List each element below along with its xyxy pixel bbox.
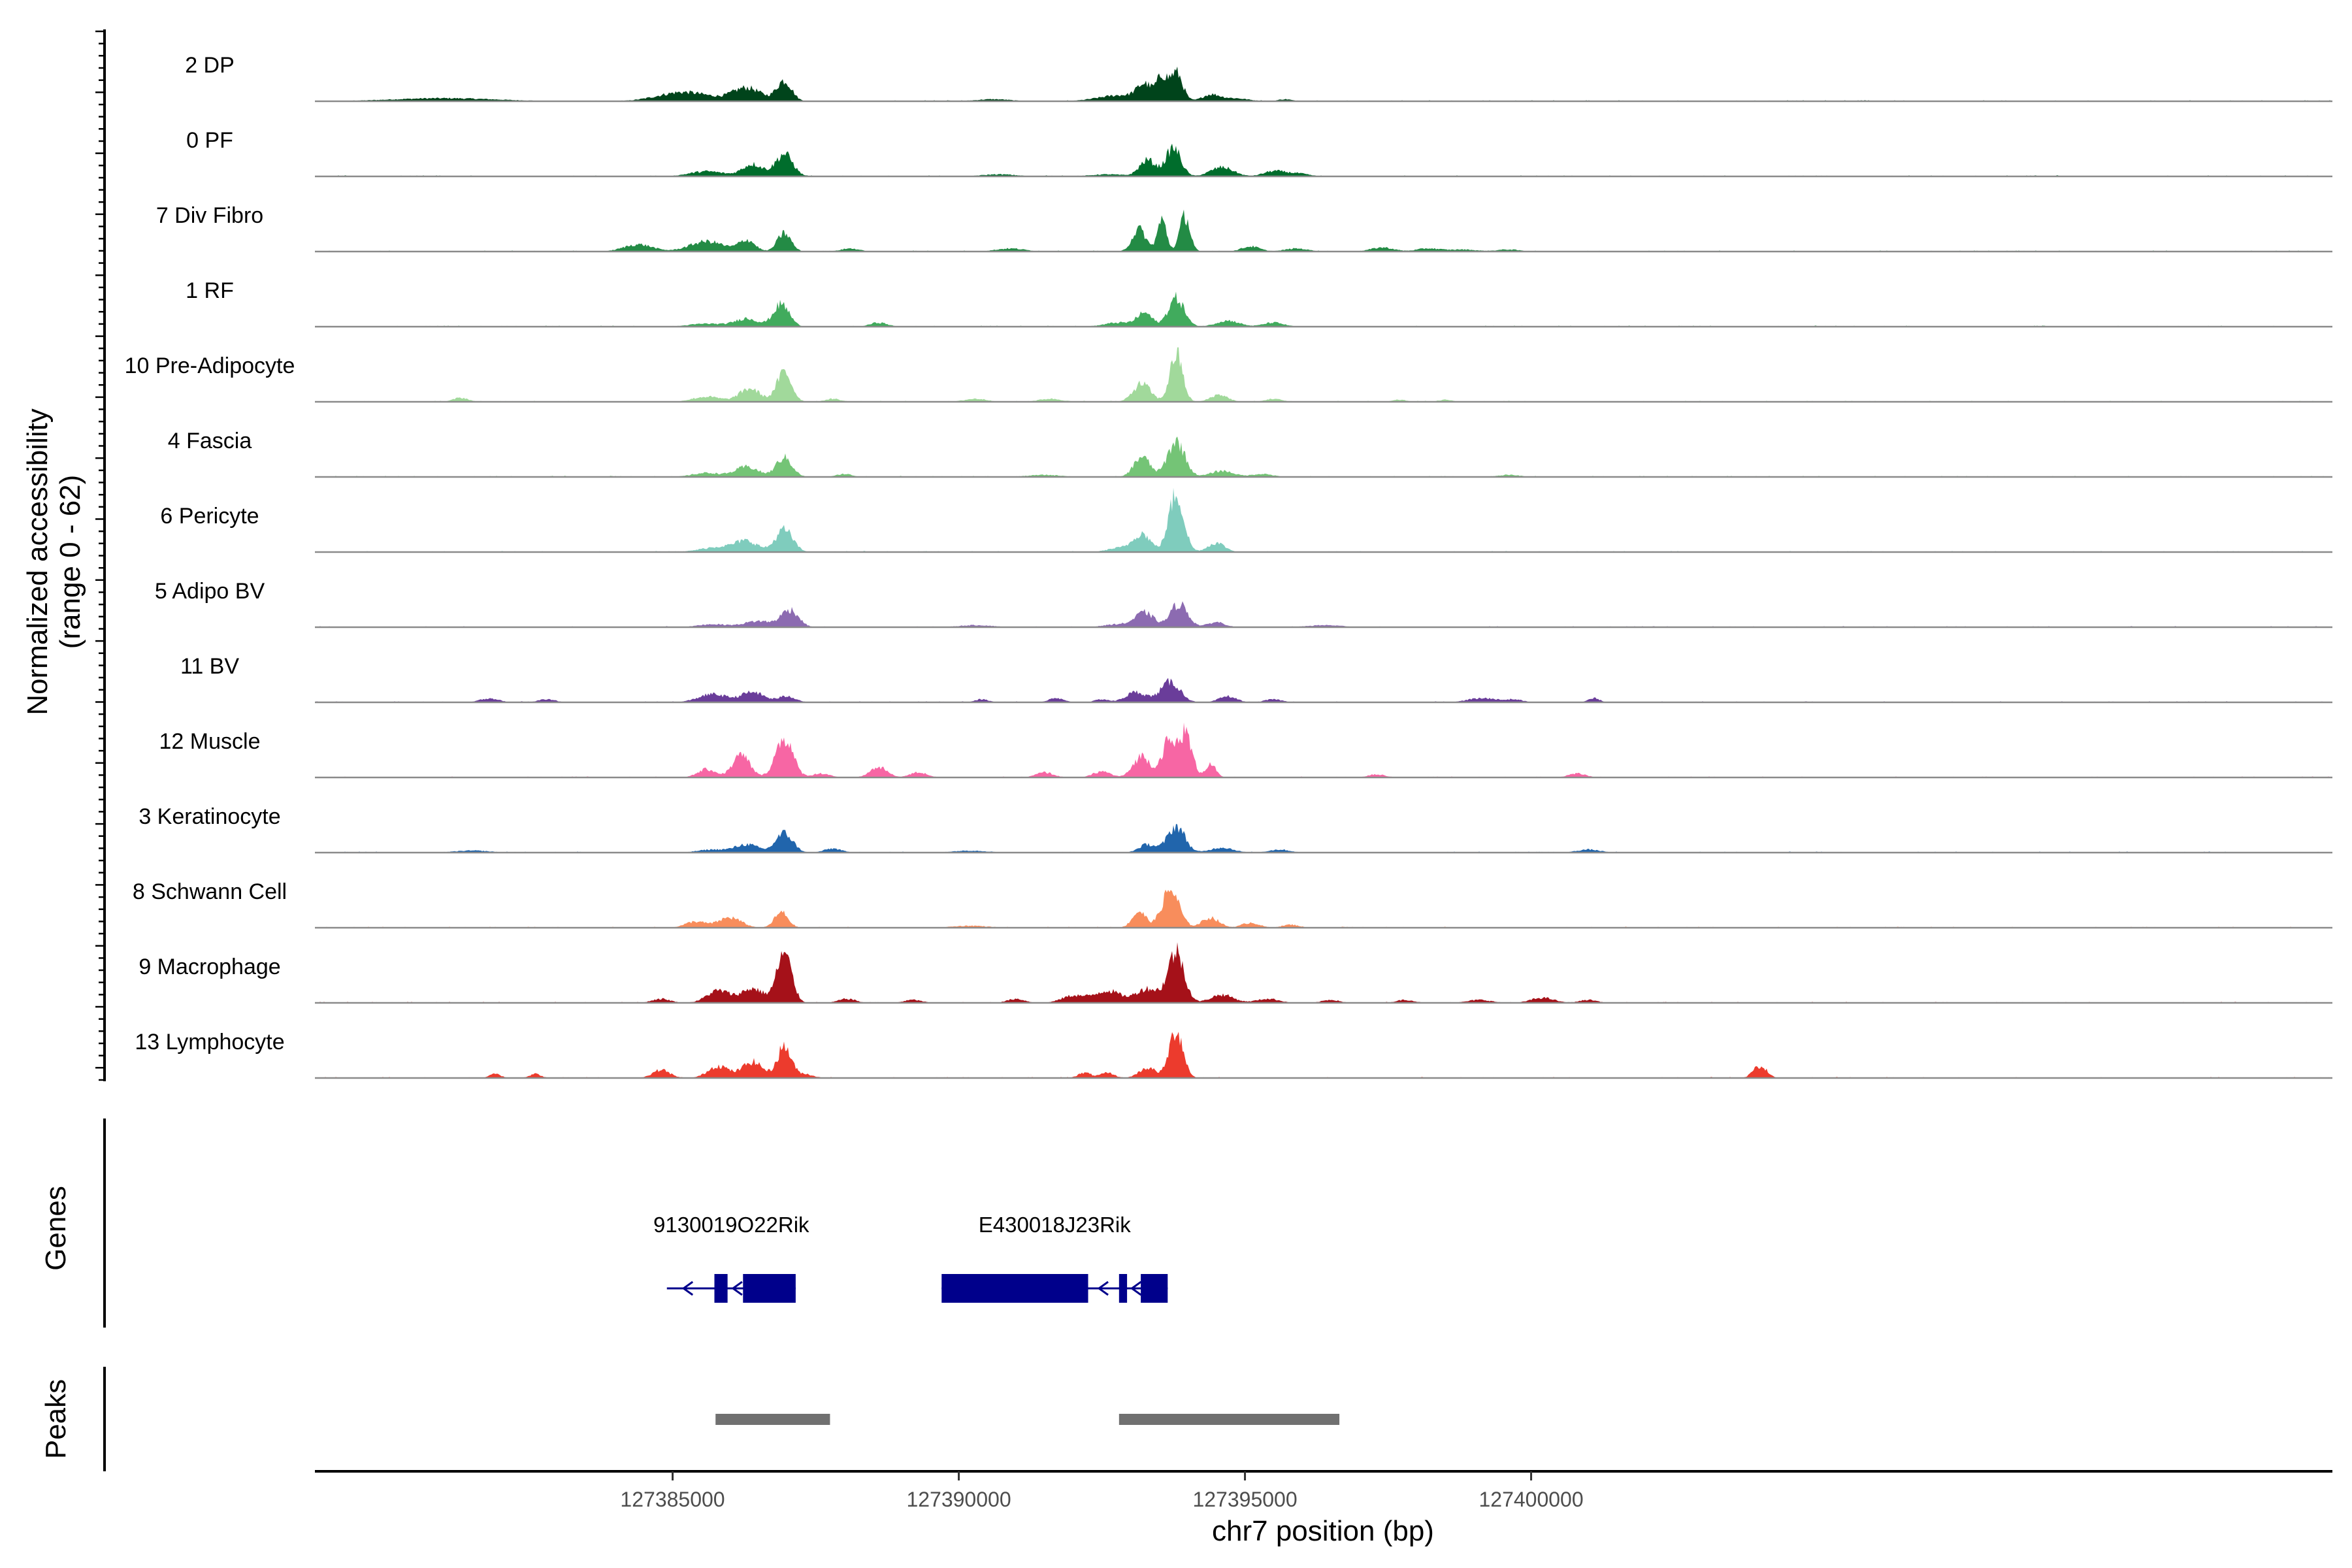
gene-1: 9130019O22Rik — [653, 1213, 809, 1303]
track-label: 12 Muscle — [159, 729, 261, 754]
track-label: 2 DP — [185, 53, 235, 78]
track-label: 6 Pericyte — [160, 504, 259, 529]
track-12: 8 Schwann Cell — [133, 879, 2332, 929]
track-11: 3 Keratinocyte — [139, 804, 2332, 854]
coverage-area — [315, 889, 2331, 928]
exon — [714, 1274, 728, 1303]
track-label: 4 Fascia — [168, 429, 252, 453]
track-10: 12 Muscle — [159, 723, 2332, 779]
strand-arrow — [731, 1281, 743, 1296]
peak-region — [715, 1414, 830, 1425]
x-axis: 127385000 127390000 127395000 127400000 — [315, 1470, 2332, 1511]
coverage-area — [315, 1032, 2331, 1078]
track-6: 4 Fascia — [168, 429, 2332, 478]
track-4: 1 RF — [186, 278, 2332, 328]
track-9: 11 BV — [180, 654, 2332, 704]
track-2: 0 PF — [186, 128, 2332, 178]
track-label: 5 Adipo BV — [155, 579, 265, 604]
coverage-area — [315, 678, 2331, 702]
track-7: 6 Pericyte — [160, 487, 2332, 553]
gene-name: 9130019O22Rik — [653, 1213, 809, 1237]
coverage-area — [315, 942, 2331, 1003]
coverage-area — [315, 291, 2331, 327]
x-tick-label: 127390000 — [906, 1488, 1011, 1511]
y-axis-label-line2: (range 0 - 62) — [54, 475, 86, 649]
coverage-area — [315, 209, 2331, 252]
track-label: 9 Macrophage — [139, 955, 280, 979]
x-tick-label: 127395000 — [1192, 1488, 1297, 1511]
coverage-area — [315, 824, 2331, 853]
track-1: 2 DP — [185, 53, 2332, 103]
coverage-area — [315, 347, 2331, 402]
exon — [941, 1274, 1088, 1303]
track-label: 11 BV — [180, 654, 239, 679]
gene-name: E430018J23Rik — [979, 1213, 1131, 1237]
x-axis-title: chr7 position (bp) — [1212, 1515, 1434, 1547]
genes-track-label: Genes — [40, 1186, 72, 1271]
peaks-track-label: Peaks — [40, 1379, 72, 1459]
exon — [1119, 1274, 1128, 1303]
exon — [1141, 1274, 1168, 1303]
track-label: 8 Schwann Cell — [133, 879, 287, 904]
track-13: 9 Macrophage — [139, 942, 2332, 1004]
coverage-area — [315, 143, 2331, 176]
gene-2: E430018J23Rik — [941, 1213, 1168, 1303]
coverage-tracks: 2 DP 0 PF 7 Div Fibro 1 RF 10 Pre-Adipocyte 4… — [125, 53, 2332, 1079]
track-14: 13 Lymphocyte — [135, 1030, 2332, 1079]
peak-track — [715, 1414, 1340, 1425]
coverage-area — [315, 601, 2331, 627]
track-5: 10 Pre-Adipocyte — [125, 347, 2332, 403]
y-axis-label-line1: Normalized accessibility — [22, 408, 54, 715]
coverage-area — [315, 487, 2331, 552]
x-tick-label: 127400000 — [1478, 1488, 1583, 1511]
gene-track: 9130019O22Rik E430018J23Rik — [653, 1213, 1168, 1303]
track-8: 5 Adipo BV — [155, 579, 2332, 629]
strand-arrow — [681, 1281, 694, 1296]
coverage-area — [315, 436, 2331, 477]
track-label: 13 Lymphocyte — [135, 1030, 284, 1054]
track-label: 0 PF — [186, 128, 233, 153]
left-axes — [95, 29, 106, 1471]
strand-arrow — [1097, 1281, 1109, 1296]
exon — [743, 1274, 796, 1303]
coverage-area — [315, 723, 2331, 777]
coverage-area — [315, 66, 2331, 101]
peak-region — [1119, 1414, 1340, 1425]
track-label: 3 Keratinocyte — [139, 804, 280, 829]
track-label: 1 RF — [186, 278, 234, 303]
strand-arrow — [1130, 1281, 1142, 1296]
track-label: 10 Pre-Adipocyte — [125, 353, 295, 378]
track-3: 7 Div Fibro — [156, 203, 2332, 253]
track-label: 7 Div Fibro — [156, 203, 263, 228]
x-tick-label: 127385000 — [620, 1488, 725, 1511]
